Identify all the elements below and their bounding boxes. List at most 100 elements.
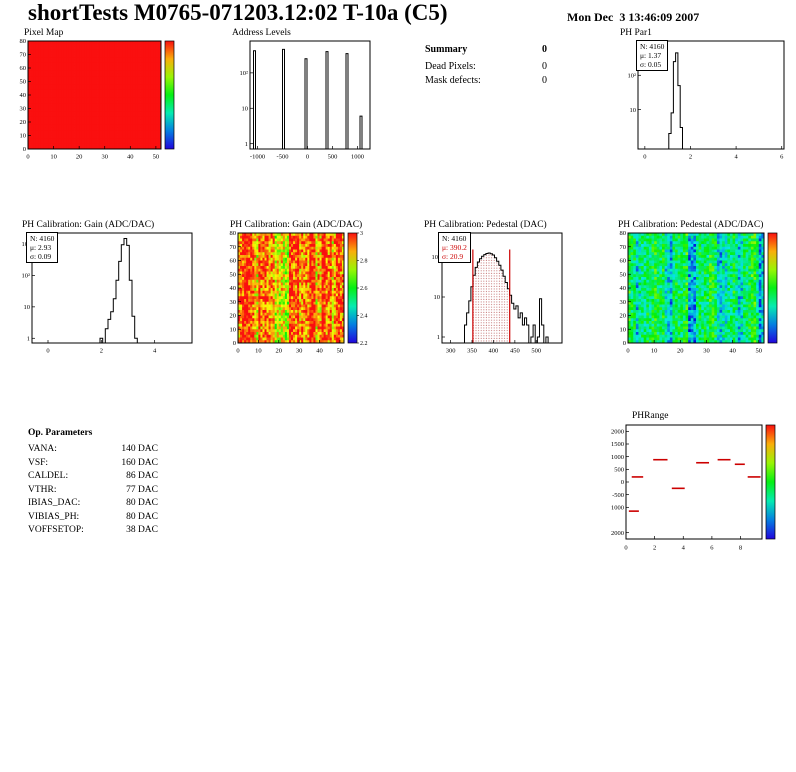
plot-title-gain-1d: PH Calibration: Gain (ADC/DAC) bbox=[22, 220, 155, 230]
svg-text:4: 4 bbox=[153, 348, 157, 355]
svg-text:0: 0 bbox=[236, 348, 239, 355]
svg-text:50: 50 bbox=[153, 154, 160, 161]
svg-text:40: 40 bbox=[127, 154, 134, 161]
svg-text:0: 0 bbox=[233, 340, 236, 347]
svg-text:10: 10 bbox=[434, 294, 441, 301]
svg-text:6: 6 bbox=[780, 154, 784, 161]
svg-text:60: 60 bbox=[230, 258, 237, 265]
svg-text:2: 2 bbox=[100, 348, 103, 355]
summary-row-value: 0 bbox=[542, 61, 547, 72]
svg-text:10: 10 bbox=[50, 154, 57, 161]
plot-pedestal-dac: PH Calibration: Pedestal (DAC) 300 350 400… bbox=[418, 219, 566, 355]
svg-text:80: 80 bbox=[20, 39, 27, 45]
svg-text:50: 50 bbox=[20, 79, 27, 86]
svg-text:30: 30 bbox=[230, 299, 237, 306]
svg-text:1: 1 bbox=[437, 334, 440, 341]
plot-title-gain-2d: PH Calibration: Gain (ADC/DAC) bbox=[230, 220, 363, 230]
op-parameter-row: VOFFSETOP: 38 DAC bbox=[28, 524, 158, 538]
svg-text:450: 450 bbox=[510, 348, 520, 355]
ph-par1-histogram: 0 2 4 6 10² 10 bbox=[628, 40, 785, 161]
stats-box-pedestal: N: 4160 μ: 390.2 σ: 20.9 bbox=[438, 232, 471, 263]
op-parameter-value: 80 DAC bbox=[126, 511, 158, 522]
svg-text:10²: 10² bbox=[628, 72, 637, 79]
svg-text:2.6: 2.6 bbox=[360, 286, 368, 292]
plot-address-levels: Address Levels -1000 -500 0 500 1000 10² 10 1 bbox=[224, 27, 376, 161]
svg-text:3: 3 bbox=[360, 231, 363, 237]
op-parameter-row-label: VTHR: bbox=[28, 484, 57, 495]
svg-text:10²: 10² bbox=[22, 273, 31, 280]
svg-text:0: 0 bbox=[26, 154, 29, 161]
summary-row-label: Dead Pixels: bbox=[425, 61, 476, 72]
svg-text:300: 300 bbox=[446, 348, 456, 355]
svg-text:0: 0 bbox=[23, 146, 26, 153]
plot-title-ph-par1: PH Par1 bbox=[620, 28, 652, 38]
svg-text:0: 0 bbox=[306, 154, 309, 161]
svg-text:0: 0 bbox=[46, 348, 49, 355]
svg-text:70: 70 bbox=[20, 52, 27, 59]
svg-text:20: 20 bbox=[276, 348, 283, 355]
svg-text:50: 50 bbox=[337, 348, 344, 355]
pedestal-histogram: 300 350 400 450 500 10² 10 1 bbox=[432, 232, 563, 355]
svg-text:80: 80 bbox=[230, 231, 237, 237]
svg-text:10²: 10² bbox=[432, 254, 441, 261]
op-parameter-row: IBIAS_DAC: 80 DAC bbox=[28, 497, 158, 511]
summary-row-value: 0 bbox=[542, 75, 547, 86]
svg-text:0: 0 bbox=[643, 154, 646, 161]
op-parameters-panel: Op. Parameters VANA: 140 DAC VSF: 160 DAC CA… bbox=[28, 428, 158, 538]
plot-gain-2d: PH Calibration: Gain (ADC/DAC) 0 10 20 30 40… bbox=[222, 219, 378, 355]
svg-text:10³: 10³ bbox=[22, 241, 31, 248]
svg-text:70: 70 bbox=[230, 244, 237, 251]
op-parameters-title: Op. Parameters bbox=[28, 428, 93, 438]
svg-text:10: 10 bbox=[230, 326, 237, 333]
svg-text:50: 50 bbox=[230, 271, 237, 278]
op-parameter-row: CALDEL: 86 DAC bbox=[28, 470, 158, 484]
summary-rows: Dead Pixels: 0 Mask defects: 0 bbox=[425, 60, 547, 88]
svg-text:500: 500 bbox=[531, 348, 541, 355]
page-title: shortTests M0765-071203.12:02 T-10a (C5) bbox=[28, 0, 448, 25]
stat-n: N: 4160 bbox=[30, 234, 55, 243]
svg-text:30: 30 bbox=[101, 154, 108, 161]
op-parameter-row: VTHR: 77 DAC bbox=[28, 484, 158, 498]
op-parameter-row-label: VOFFSETOP: bbox=[28, 525, 84, 535]
svg-text:30: 30 bbox=[20, 106, 27, 113]
svg-text:2.2: 2.2 bbox=[360, 341, 368, 347]
plot-title-pixel-map: Pixel Map bbox=[24, 28, 64, 38]
timestamp: Mon Dec 3 13:46:09 2007 bbox=[567, 10, 700, 24]
plot-title-ph-range: PHRange bbox=[632, 411, 669, 421]
svg-text:10²: 10² bbox=[240, 70, 249, 77]
stat-sigma: σ: 0.05 bbox=[640, 60, 662, 69]
svg-text:10: 10 bbox=[630, 107, 637, 114]
op-parameter-value: 160 DAC bbox=[121, 457, 158, 468]
op-parameter-row: VANA: 140 DAC bbox=[28, 443, 158, 457]
svg-text:500: 500 bbox=[328, 154, 338, 161]
op-parameter-value: 86 DAC bbox=[126, 471, 158, 481]
svg-text:2: 2 bbox=[689, 154, 692, 161]
svg-text:40: 40 bbox=[316, 348, 323, 355]
svg-text:40: 40 bbox=[20, 92, 27, 99]
summary-total: 0 bbox=[542, 44, 547, 55]
svg-text:-1000: -1000 bbox=[250, 154, 265, 161]
svg-text:1000: 1000 bbox=[351, 154, 364, 161]
op-parameter-row-label: VANA: bbox=[28, 444, 57, 454]
svg-text:-500: -500 bbox=[277, 154, 289, 161]
plot-title-pedestal-dac: PH Calibration: Pedestal (DAC) bbox=[424, 220, 547, 230]
svg-text:60: 60 bbox=[20, 65, 27, 72]
svg-text:10: 10 bbox=[20, 133, 27, 140]
svg-text:10: 10 bbox=[24, 304, 31, 311]
op-parameter-value: 80 DAC bbox=[126, 498, 158, 508]
svg-text:30: 30 bbox=[296, 348, 303, 355]
summary-row: Mask defects: 0 bbox=[425, 74, 547, 88]
op-parameter-row-label: CALDEL: bbox=[28, 471, 69, 481]
op-parameter-value: 77 DAC bbox=[126, 484, 158, 495]
svg-text:1: 1 bbox=[27, 335, 30, 342]
svg-text:400: 400 bbox=[489, 348, 499, 355]
plot-title-address-levels: Address Levels bbox=[232, 28, 291, 38]
plot-title-pedestal-2d: PH Calibration: Pedestal (ADC/DAC) bbox=[618, 220, 764, 230]
svg-text:2.4: 2.4 bbox=[360, 314, 368, 320]
stat-n: N: 4160 bbox=[640, 42, 665, 51]
plot-pedestal-2d: PH Calibration: Pedestal (ADC/DAC) 0 10 20… bbox=[612, 219, 794, 355]
stat-mu: μ: 2.93 bbox=[30, 243, 52, 252]
address-levels-histogram: -1000 -500 0 500 1000 10² 10 1 bbox=[240, 40, 371, 161]
